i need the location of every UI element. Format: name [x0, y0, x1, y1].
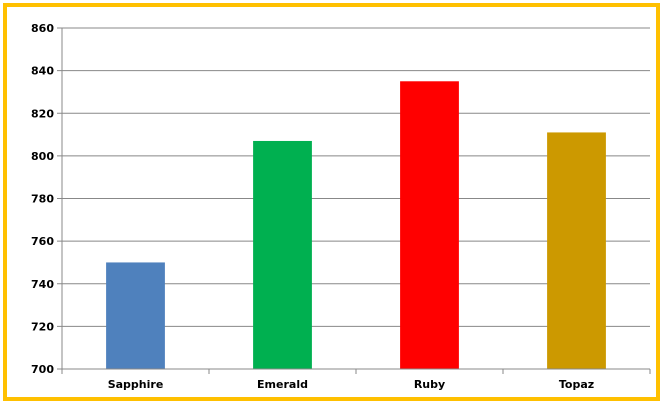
y-tick-label: 800: [31, 150, 54, 163]
chart-frame: 700 720 740 760 780 800 820 840 860 Sapphire Emer…: [3, 3, 660, 401]
x-tick-label: Topaz: [559, 378, 594, 391]
x-axis: Sapphire Emerald Ruby Topaz: [61, 368, 651, 391]
y-tick-label: 820: [31, 107, 54, 120]
y-tick-label: 780: [31, 193, 54, 206]
y-axis: 700 720 740 760 780 800 820 840 860: [31, 22, 63, 376]
bar-ruby: [400, 81, 459, 369]
y-tick-label: 760: [31, 235, 54, 248]
y-tick-label: 740: [31, 278, 54, 291]
y-tick-label: 700: [31, 363, 54, 376]
x-tick-label: Emerald: [257, 378, 308, 391]
x-tick-label: Ruby: [414, 378, 445, 391]
bars: [106, 81, 606, 369]
bar-chart: 700 720 740 760 780 800 820 840 860 Sapphire Emer…: [31, 22, 651, 391]
bar-emerald: [253, 140, 312, 369]
y-tick-label: 840: [31, 65, 54, 78]
bar-topaz: [547, 132, 606, 369]
bar-sapphire: [106, 262, 165, 369]
y-tick-label: 860: [31, 22, 54, 35]
y-tick-label: 720: [31, 320, 54, 333]
x-tick-label: Sapphire: [108, 378, 164, 391]
